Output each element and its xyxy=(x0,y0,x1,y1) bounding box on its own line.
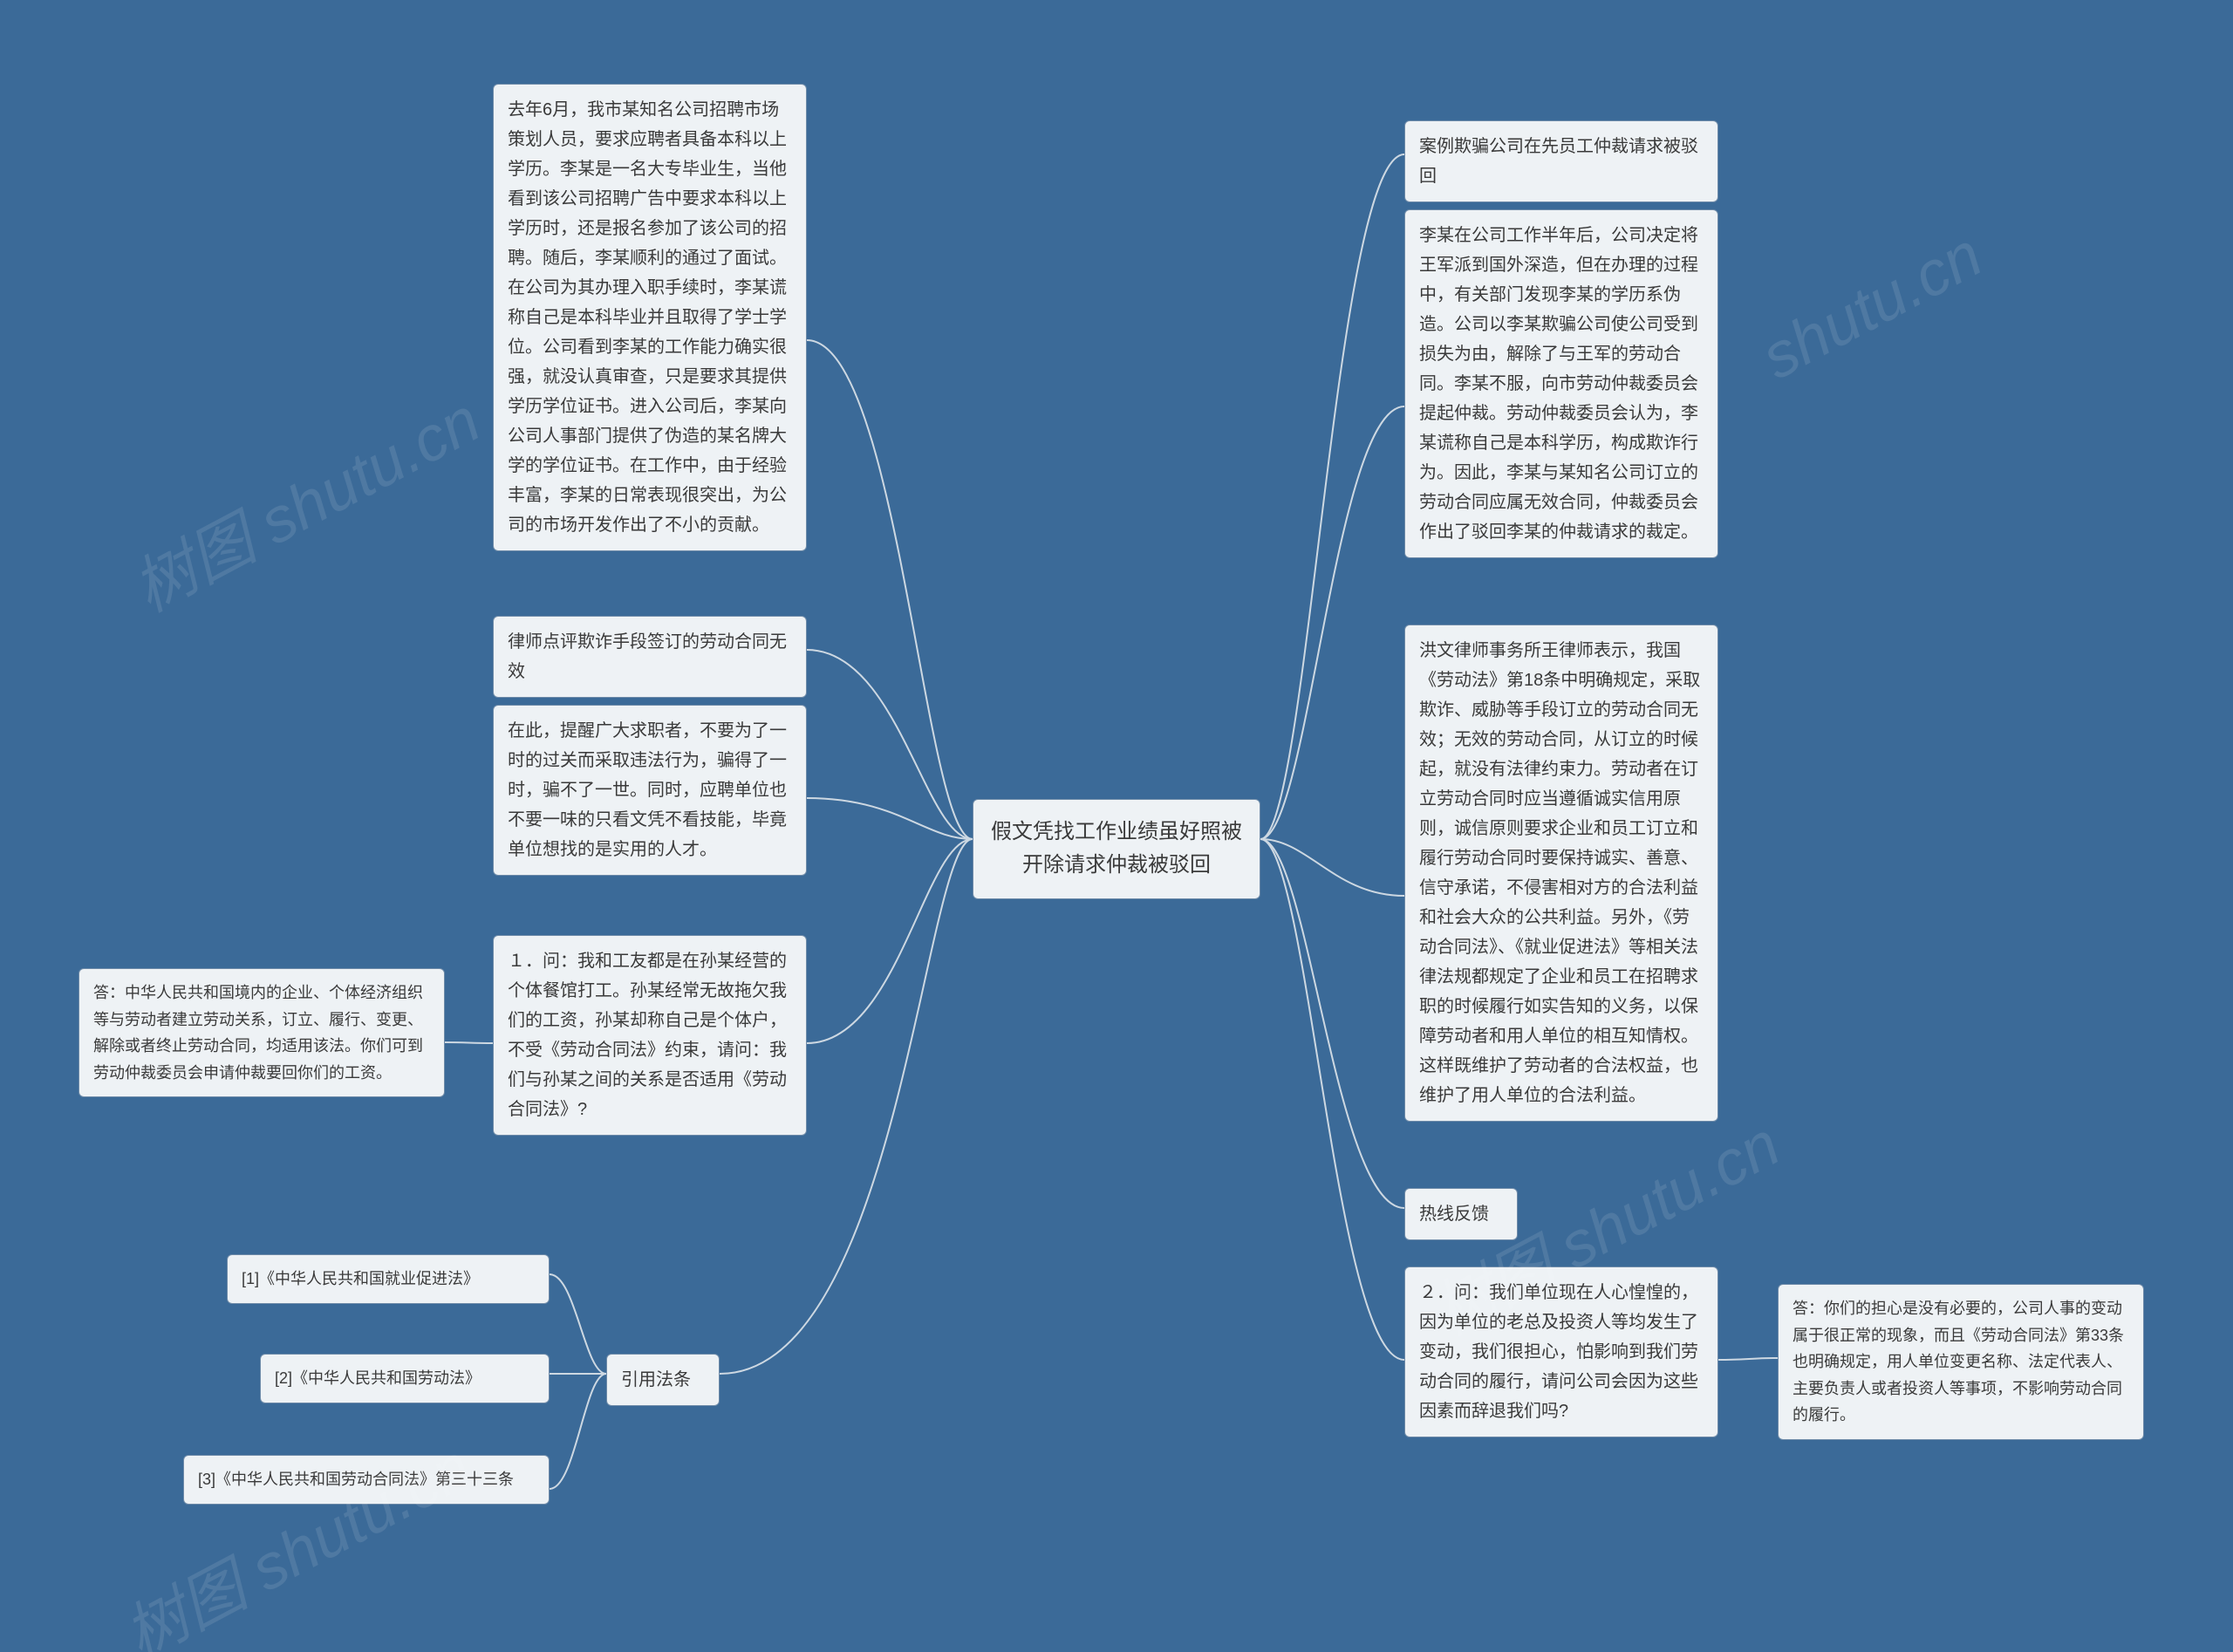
right-node-question-2: ２．问：我们单位现在人心惶惶的，因为单位的老总及投资人等均发生了变动，我们很担心… xyxy=(1404,1266,1718,1437)
watermark: shutu.cn xyxy=(1751,219,1994,393)
citation-item-3: [3]《中华人民共和国劳动合同法》第三十三条 xyxy=(183,1455,550,1505)
watermark: 树图 shutu.cn xyxy=(114,370,493,629)
left-node-question-1-answer: 答：中华人民共和国境内的企业、个体经济组织等与劳动者建立劳动关系，订立、履行、变… xyxy=(79,968,445,1097)
right-node-question-2-answer: 答：你们的担心是没有必要的，公司人事的变动属于很正常的现象，而且《劳动合同法》第… xyxy=(1778,1284,2144,1440)
left-node-question-1: １．问：我和工友都是在孙某经营的个体餐馆打工。孙某经常无故拖欠我们的工资，孙某却… xyxy=(493,935,807,1136)
right-node-case-detail: 李某在公司工作半年后，公司决定将王军派到国外深造，但在办理的过程中，有关部门发现… xyxy=(1404,209,1718,558)
left-node-reminder: 在此，提醒广大求职者，不要为了一时的过关而采取违法行为，骗得了一时，骗不了一世。… xyxy=(493,705,807,876)
citation-item-2: [2]《中华人民共和国劳动法》 xyxy=(260,1354,550,1403)
left-node-citations: 引用法条 xyxy=(606,1354,720,1406)
citation-item-1: [1]《中华人民共和国就业促进法》 xyxy=(227,1254,550,1304)
right-node-lawyer-statement: 洪文律师事务所王律师表示，我国《劳动法》第18条中明确规定，采取欺诈、威胁等手段… xyxy=(1404,625,1718,1122)
right-node-hotline: 热线反馈 xyxy=(1404,1188,1518,1240)
left-node-case-background: 去年6月，我市某知名公司招聘市场策划人员，要求应聘者具备本科以上学历。李某是一名… xyxy=(493,84,807,551)
center-node: 假文凭找工作业绩虽好照被开除请求仲裁被驳回 xyxy=(973,799,1260,899)
right-node-case-title: 案例欺骗公司在先员工仲裁请求被驳回 xyxy=(1404,120,1718,202)
left-node-lawyer-comment: 律师点评欺诈手段签订的劳动合同无效 xyxy=(493,616,807,698)
watermark: 树图 shutu.cn xyxy=(106,1416,484,1652)
